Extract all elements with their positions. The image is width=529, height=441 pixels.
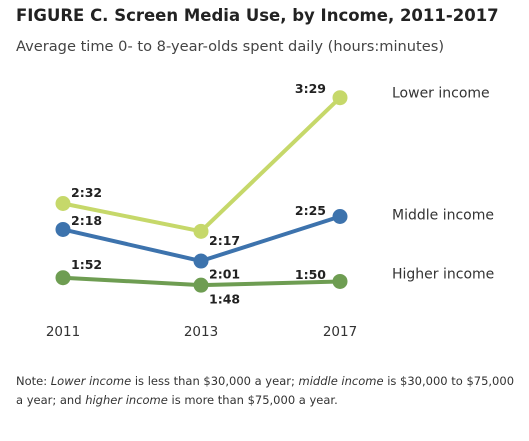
middle-income-value-label-2013: 2:01 <box>209 267 240 282</box>
note-middle-text: is $30,000 to $75,000 a year; and <box>16 374 515 407</box>
note-prefix: Note: <box>16 374 51 388</box>
lower-income-point-2011 <box>55 196 71 212</box>
middle-income-point-2013 <box>193 253 209 269</box>
series-points <box>55 90 348 293</box>
x-tick-label-2017: 2017 <box>323 324 357 340</box>
note-higher-text: is more than $75,000 a year. <box>167 393 338 407</box>
lower-income-point-2017 <box>332 90 348 106</box>
note-lower-text: is less than $30,000 a year; <box>131 374 299 388</box>
lower-income-value-label-2011: 2:32 <box>71 185 102 200</box>
x-tick-label-2013: 2013 <box>184 324 218 340</box>
data-labels: 2:32 2:17 3:29 2:18 2:01 2:25 1:52 1:48 1:50 <box>71 81 326 306</box>
higher-income-point-2017 <box>332 273 348 289</box>
lower-income-value-label-2013: 2:17 <box>209 233 240 248</box>
series-names: Lower income Middle income Higher income <box>392 86 494 283</box>
higher-income-series-name: Higher income <box>392 266 494 282</box>
x-axis: 2011 2013 2017 <box>46 324 357 340</box>
lower-income-value-label-2017: 3:29 <box>295 81 326 96</box>
x-tick-label-2011: 2011 <box>46 324 80 340</box>
higher-income-point-2013 <box>193 277 209 293</box>
note-lower-term: Lower income <box>50 374 132 388</box>
chart-subtitle: Average time 0- to 8-year-olds spent dai… <box>16 38 445 55</box>
middle-income-point-2011 <box>55 221 71 237</box>
higher-income-value-label-2011: 1:52 <box>71 257 102 272</box>
middle-income-point-2017 <box>332 208 348 224</box>
higher-income-value-label-2013: 1:48 <box>209 292 240 307</box>
higher-income-value-label-2017: 1:50 <box>295 267 326 282</box>
middle-income-value-label-2017: 2:25 <box>295 203 326 218</box>
lower-income-series-name: Lower income <box>392 86 490 102</box>
middle-income-value-label-2011: 2:18 <box>71 213 102 228</box>
note-higher-term: higher income <box>85 393 168 407</box>
middle-income-series-name: Middle income <box>392 207 494 223</box>
chart-title: FIGURE C. Screen Media Use, by Income, 2… <box>16 6 499 25</box>
higher-income-point-2011 <box>55 270 71 286</box>
lower-income-point-2013 <box>193 223 209 239</box>
footnote: Note: Lower income is less than $30,000 … <box>16 372 516 410</box>
note-middle-term: middle income <box>298 374 384 388</box>
